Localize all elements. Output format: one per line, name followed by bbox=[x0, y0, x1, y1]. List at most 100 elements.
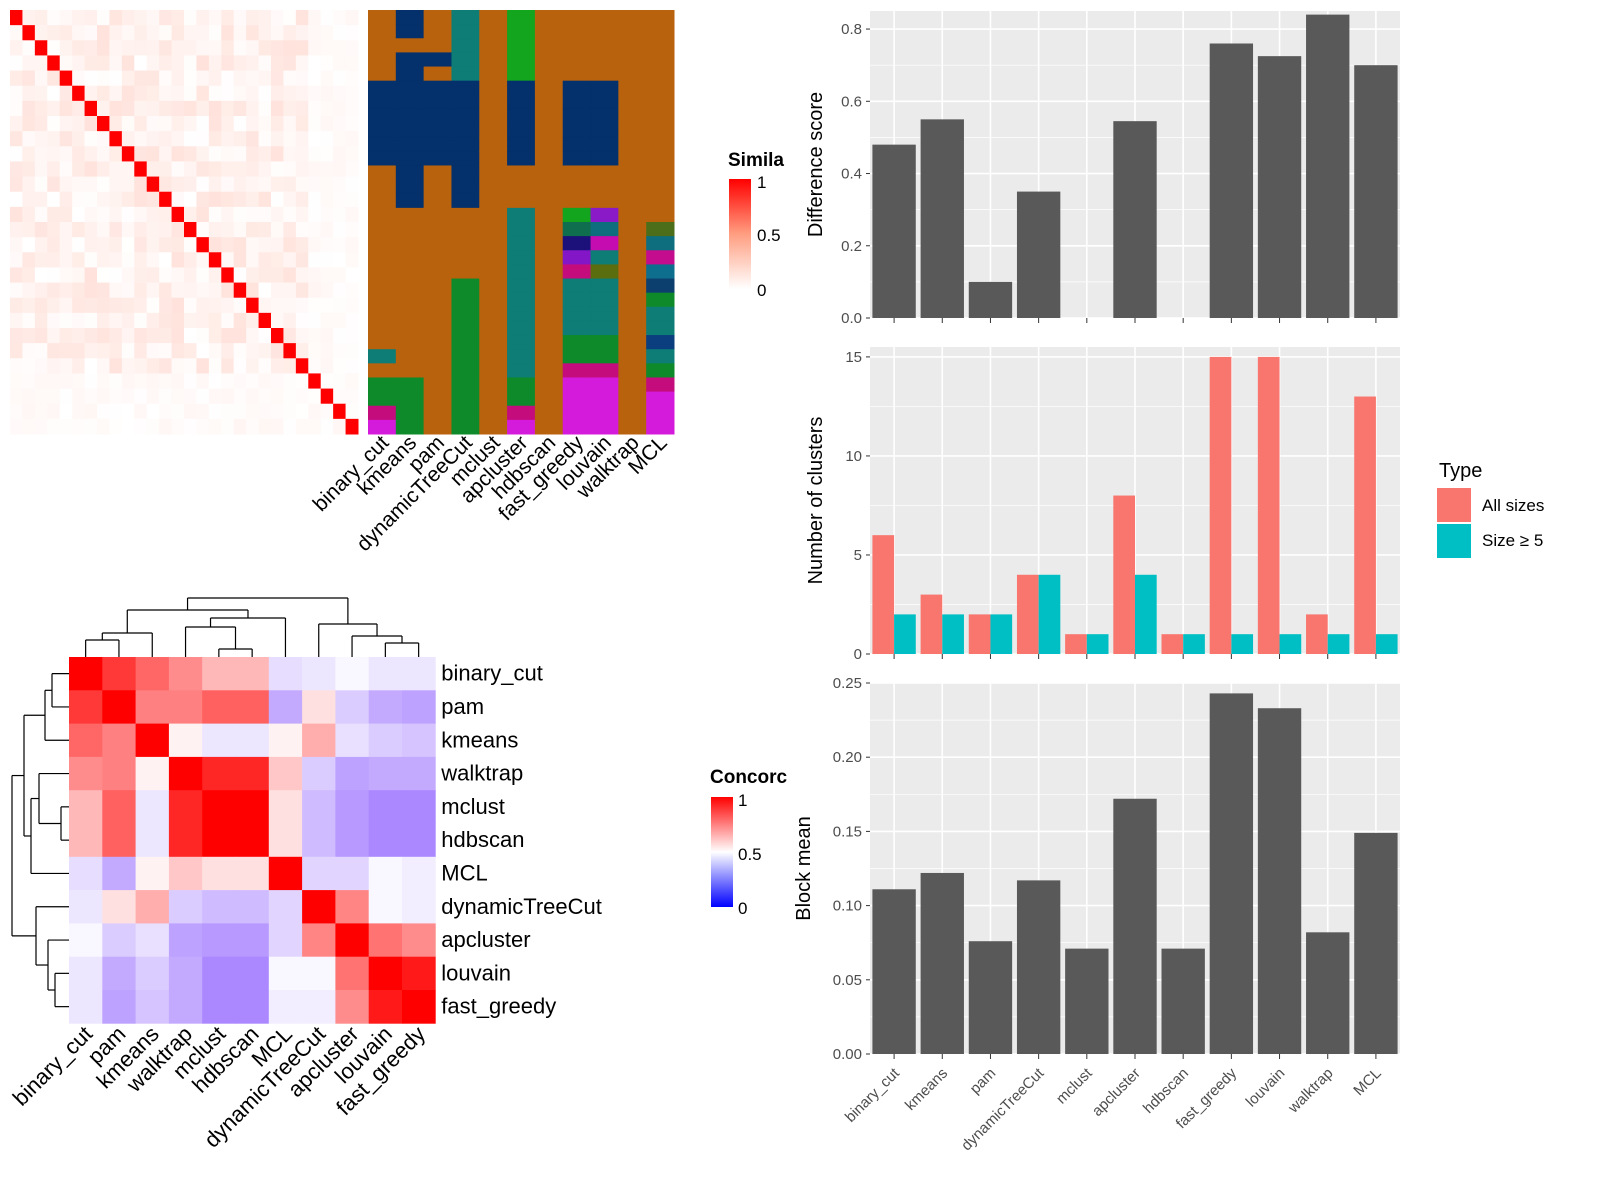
similarity-cell bbox=[134, 176, 148, 193]
bar-size-ge5 bbox=[942, 614, 964, 654]
cluster-cell bbox=[618, 377, 647, 393]
similarity-cell bbox=[84, 176, 98, 193]
concordance-row-label: binary_cut bbox=[441, 661, 543, 686]
similarity-cell bbox=[320, 161, 334, 178]
similarity-cell bbox=[320, 388, 334, 405]
similarity-cell bbox=[59, 161, 73, 178]
similarity-cell bbox=[109, 40, 123, 56]
concordance-cell bbox=[202, 657, 236, 691]
similarity-cell bbox=[97, 403, 110, 420]
concordance-cell bbox=[268, 690, 303, 724]
concordance-cell bbox=[69, 790, 103, 824]
cluster-cell bbox=[590, 391, 619, 407]
cluster-cell bbox=[534, 419, 564, 435]
similarity-cell bbox=[233, 418, 247, 435]
legend-label-all-sizes: All sizes bbox=[1482, 496, 1544, 515]
similarity-cell bbox=[295, 282, 309, 299]
similarity-cell bbox=[134, 131, 148, 147]
similarity-cell bbox=[47, 10, 61, 26]
similarity-cell bbox=[34, 312, 48, 329]
similarity-tick-0: 0 bbox=[757, 281, 766, 300]
cluster-cell bbox=[646, 137, 675, 152]
similarity-cell bbox=[345, 312, 359, 329]
cluster-cell bbox=[395, 236, 425, 251]
cluster-cell bbox=[479, 306, 508, 322]
similarity-cell bbox=[34, 373, 48, 390]
similarity-cell bbox=[196, 10, 210, 26]
similarity-cell bbox=[134, 191, 148, 208]
cluster-cell bbox=[368, 391, 397, 407]
concordance-cell bbox=[335, 690, 370, 724]
concordance-cell bbox=[368, 723, 403, 758]
similarity-cell bbox=[47, 176, 61, 193]
similarity-cell bbox=[345, 10, 359, 26]
concordance-row-label: louvain bbox=[441, 960, 511, 985]
similarity-cell bbox=[146, 10, 160, 26]
similarity-cell bbox=[233, 267, 247, 284]
concordance-cell bbox=[402, 756, 436, 791]
similarity-cell bbox=[72, 146, 86, 162]
similarity-cell bbox=[134, 418, 148, 435]
similarity-cell bbox=[320, 25, 334, 41]
concordance-cell bbox=[202, 823, 236, 858]
similarity-cell bbox=[171, 267, 185, 284]
concordance-cell bbox=[268, 890, 303, 924]
cluster-cell bbox=[368, 10, 397, 25]
similarity-cell bbox=[121, 267, 135, 284]
similarity-cell bbox=[246, 10, 260, 26]
cluster-cell bbox=[590, 38, 619, 53]
similarity-cell bbox=[121, 70, 135, 87]
concordance-cell bbox=[69, 756, 103, 791]
similarity-cell bbox=[34, 146, 48, 162]
similarity-cell bbox=[345, 40, 359, 56]
similarity-cell bbox=[72, 373, 86, 390]
cluster-cell bbox=[534, 151, 564, 166]
cluster-cell bbox=[590, 108, 619, 124]
concordance-cell bbox=[368, 756, 403, 791]
cluster-cell bbox=[479, 222, 508, 237]
similarity-cell bbox=[171, 282, 185, 299]
cluster-cell bbox=[451, 80, 480, 96]
similarity-cell bbox=[59, 40, 73, 56]
similarity-cell bbox=[345, 343, 359, 359]
similarity-cell bbox=[246, 131, 260, 147]
cluster-cell bbox=[534, 320, 564, 336]
similarity-cell bbox=[333, 55, 347, 72]
similarity-cell bbox=[171, 373, 185, 390]
cluster-cell bbox=[562, 405, 592, 421]
cluster-cell bbox=[618, 278, 647, 294]
similarity-cell bbox=[221, 237, 235, 253]
cluster-cell bbox=[534, 278, 564, 294]
cluster-cell bbox=[507, 123, 536, 138]
concordance-cell bbox=[102, 856, 136, 891]
cluster-cell bbox=[646, 278, 675, 294]
cluster-cell bbox=[507, 391, 536, 407]
cluster-cell bbox=[534, 222, 564, 237]
similarity-cell bbox=[22, 116, 36, 132]
cluster-cell bbox=[590, 207, 619, 223]
similarity-cell bbox=[196, 312, 210, 329]
similarity-cell bbox=[258, 418, 272, 435]
similarity-cell bbox=[134, 161, 148, 178]
cluster-cell bbox=[479, 151, 508, 166]
cluster-cell bbox=[562, 306, 592, 322]
similarity-cell bbox=[258, 312, 272, 329]
similarity-cell bbox=[47, 267, 61, 284]
cluster-cell bbox=[368, 363, 397, 378]
similarity-cell bbox=[134, 222, 148, 238]
cluster-cell bbox=[618, 94, 647, 110]
similarity-cell bbox=[246, 373, 260, 390]
similarity-cell bbox=[72, 403, 86, 420]
cluster-cell bbox=[562, 108, 592, 124]
similarity-cell bbox=[121, 388, 135, 405]
cluster-cell bbox=[534, 207, 564, 223]
similarity-cell bbox=[333, 328, 347, 344]
cluster-cell bbox=[507, 377, 536, 393]
cluster-cell bbox=[423, 38, 452, 53]
similarity-cell bbox=[59, 191, 73, 208]
similarity-cell bbox=[159, 116, 173, 132]
similarity-cell bbox=[333, 206, 347, 223]
concordance-tick-0.5: 0.5 bbox=[738, 845, 762, 864]
similarity-cell bbox=[121, 252, 135, 268]
similarity-cell bbox=[295, 100, 309, 117]
